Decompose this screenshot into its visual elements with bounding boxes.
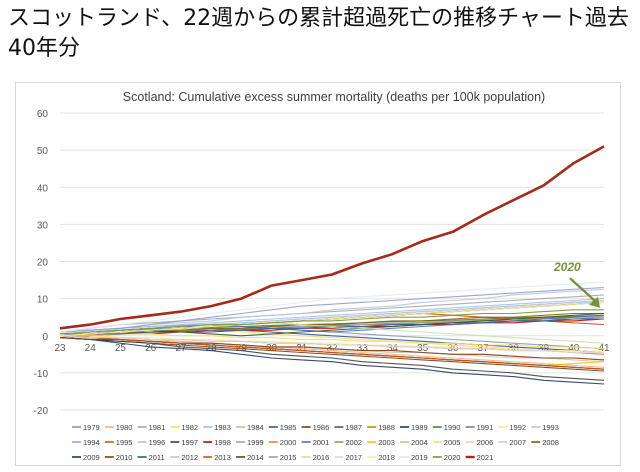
y-tick-label: -10 (34, 369, 49, 380)
legend-label-1984: 1984 (247, 423, 264, 432)
legend-label-1990: 1990 (444, 423, 461, 432)
x-tick-label: 24 (85, 343, 97, 354)
y-tick-label: 0 (42, 332, 48, 343)
legend-label-1979: 1979 (83, 423, 100, 432)
legend-label-2000: 2000 (280, 438, 297, 447)
series-line-2021 (59, 145, 605, 330)
legend-label-1985: 1985 (280, 423, 297, 432)
legend-label-2021: 2021 (477, 453, 494, 462)
legend-label-2006: 2006 (477, 438, 494, 447)
series-line-1981 (59, 294, 605, 333)
series-line-1989 (59, 337, 605, 385)
series-line-2018 (59, 301, 605, 337)
legend-label-2013: 2013 (214, 453, 231, 462)
chart-title: Scotland: Cumulative excess summer morta… (123, 90, 545, 104)
legend-label-2003: 2003 (378, 438, 395, 447)
legend-label-2018: 2018 (378, 453, 395, 462)
series-line-2017 (59, 335, 604, 354)
x-tick-label: 34 (387, 343, 399, 354)
legend-label-1988: 1988 (378, 423, 395, 432)
legend-label-2004: 2004 (411, 438, 428, 447)
legend-label-1992: 1992 (509, 423, 526, 432)
series-line-2005 (60, 333, 605, 350)
mortality-line-chart: Scotland: Cumulative excess summer morta… (34, 90, 610, 462)
legend-label-1998: 1998 (214, 438, 231, 447)
legend-label-2019: 2019 (411, 453, 428, 462)
x-tick-label: 25 (115, 343, 127, 354)
legend-label-1983: 1983 (214, 423, 231, 432)
series-line-2019 (59, 281, 605, 333)
y-tick-label: 40 (37, 183, 49, 194)
legend-label-1981: 1981 (149, 423, 166, 432)
legend-label-2005: 2005 (444, 438, 461, 447)
x-tick-label: 33 (357, 343, 369, 354)
legend-label-1999: 1999 (247, 438, 264, 447)
annotation-arrow-shaft (569, 277, 598, 304)
series-lines (59, 145, 605, 385)
legend-label-1989: 1989 (411, 423, 428, 432)
series-line-2013 (59, 335, 605, 370)
series-line-2015 (59, 286, 605, 333)
legend-label-1995: 1995 (116, 438, 133, 447)
legend-label-1993: 1993 (542, 423, 559, 432)
x-tick-label: 35 (417, 343, 429, 354)
legend-label-2002: 2002 (345, 438, 362, 447)
legend-label-1996: 1996 (149, 438, 166, 447)
legend-label-1991: 1991 (477, 423, 494, 432)
series-line-2020 (59, 309, 604, 335)
y-tick-label: 10 (37, 295, 49, 306)
series-line-1992 (60, 335, 605, 354)
series-line-1990 (59, 314, 605, 335)
legend-label-2007: 2007 (509, 438, 526, 447)
chart-panel: Scotland: Cumulative excess summer morta… (15, 82, 621, 466)
series-line-1983 (59, 298, 605, 333)
annotation-2020: 2020 (553, 260, 600, 308)
y-axis: -20 -10 0 10 20 30 40 50 60 (34, 109, 49, 417)
page-heading: スコットランド、22週からの累計超過死亡の推移チャート過去40年分 (8, 6, 629, 61)
annotation-label: 2020 (553, 260, 581, 274)
y-tick-label: 60 (37, 109, 49, 120)
legend-label-2015: 2015 (280, 453, 297, 462)
legend-label-2010: 2010 (116, 453, 133, 462)
annotation-arrow-head (589, 296, 600, 308)
legend-label-1987: 1987 (345, 423, 362, 432)
legend-label-1997: 1997 (181, 438, 198, 447)
y-tick-label: 20 (37, 258, 49, 269)
legend: 1979 1980 1981 1982 1983 1984 1985 1986 1987 1988… (72, 423, 559, 462)
legend-label-1986: 1986 (313, 423, 330, 432)
y-tick-label: 30 (37, 220, 49, 231)
legend-label-2014: 2014 (247, 453, 264, 462)
legend-label-2016: 2016 (313, 453, 330, 462)
legend-label-2020: 2020 (444, 453, 461, 462)
legend-label-2012: 2012 (181, 453, 198, 462)
grid-lines (60, 112, 604, 411)
legend-label-2001: 2001 (313, 438, 330, 447)
y-tick-label: 50 (37, 146, 49, 157)
legend-label-1980: 1980 (116, 423, 133, 432)
x-tick-label: 26 (145, 343, 157, 354)
x-tick-label: 40 (568, 343, 580, 354)
series-line-1997 (59, 337, 605, 381)
legend-label-1994: 1994 (83, 438, 100, 447)
legend-label-1982: 1982 (181, 423, 198, 432)
legend-label-2017: 2017 (345, 453, 362, 462)
x-tick-label: 41 (598, 343, 610, 354)
legend-label-2011: 2011 (149, 453, 165, 462)
x-tick-label: 23 (54, 343, 66, 354)
legend-label-2009: 2009 (83, 453, 100, 462)
legend-label-2008: 2008 (542, 438, 559, 447)
y-tick-label: -20 (34, 406, 49, 417)
